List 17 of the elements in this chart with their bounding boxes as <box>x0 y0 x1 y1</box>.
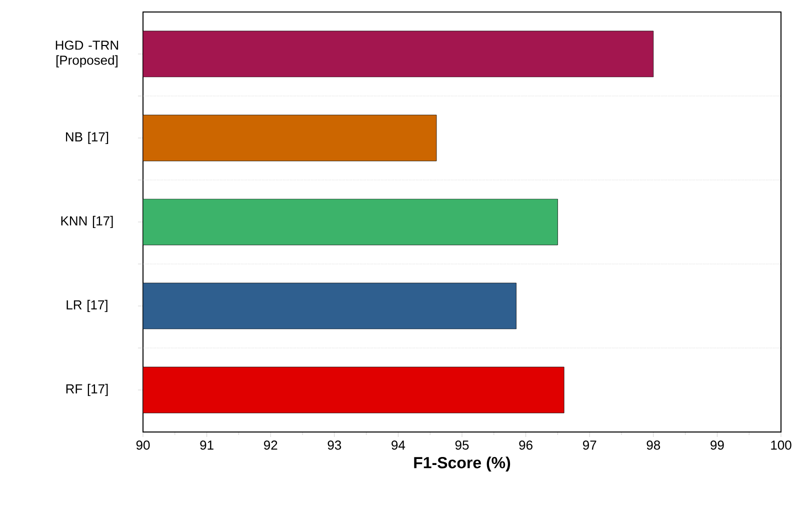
x-axis-title: F1-Score (%) <box>414 456 510 472</box>
x-tick-label: 91 <box>200 440 214 450</box>
x-tick-label: 98 <box>646 440 660 450</box>
x-tick-label: 100 <box>771 440 792 450</box>
x-tick-label: 95 <box>455 440 469 450</box>
y-tick-label: HGD -TRN [Proposed] <box>56 40 118 68</box>
y-tick-label: LR [17] <box>66 300 108 312</box>
y-tick-label: RF [17] <box>66 384 108 396</box>
x-tick-label: 90 <box>136 440 150 450</box>
x-tick-label: 96 <box>519 440 532 450</box>
x-tick-label: 93 <box>328 440 342 450</box>
x-tick-label: 94 <box>392 440 406 450</box>
x-tick-label: 92 <box>264 440 278 450</box>
y-tick-label: NB [17] <box>66 132 108 144</box>
x-tick-label: 99 <box>710 440 724 450</box>
x-tick-label: 97 <box>582 440 596 450</box>
y-tick-label: KNN [17] <box>61 216 113 228</box>
